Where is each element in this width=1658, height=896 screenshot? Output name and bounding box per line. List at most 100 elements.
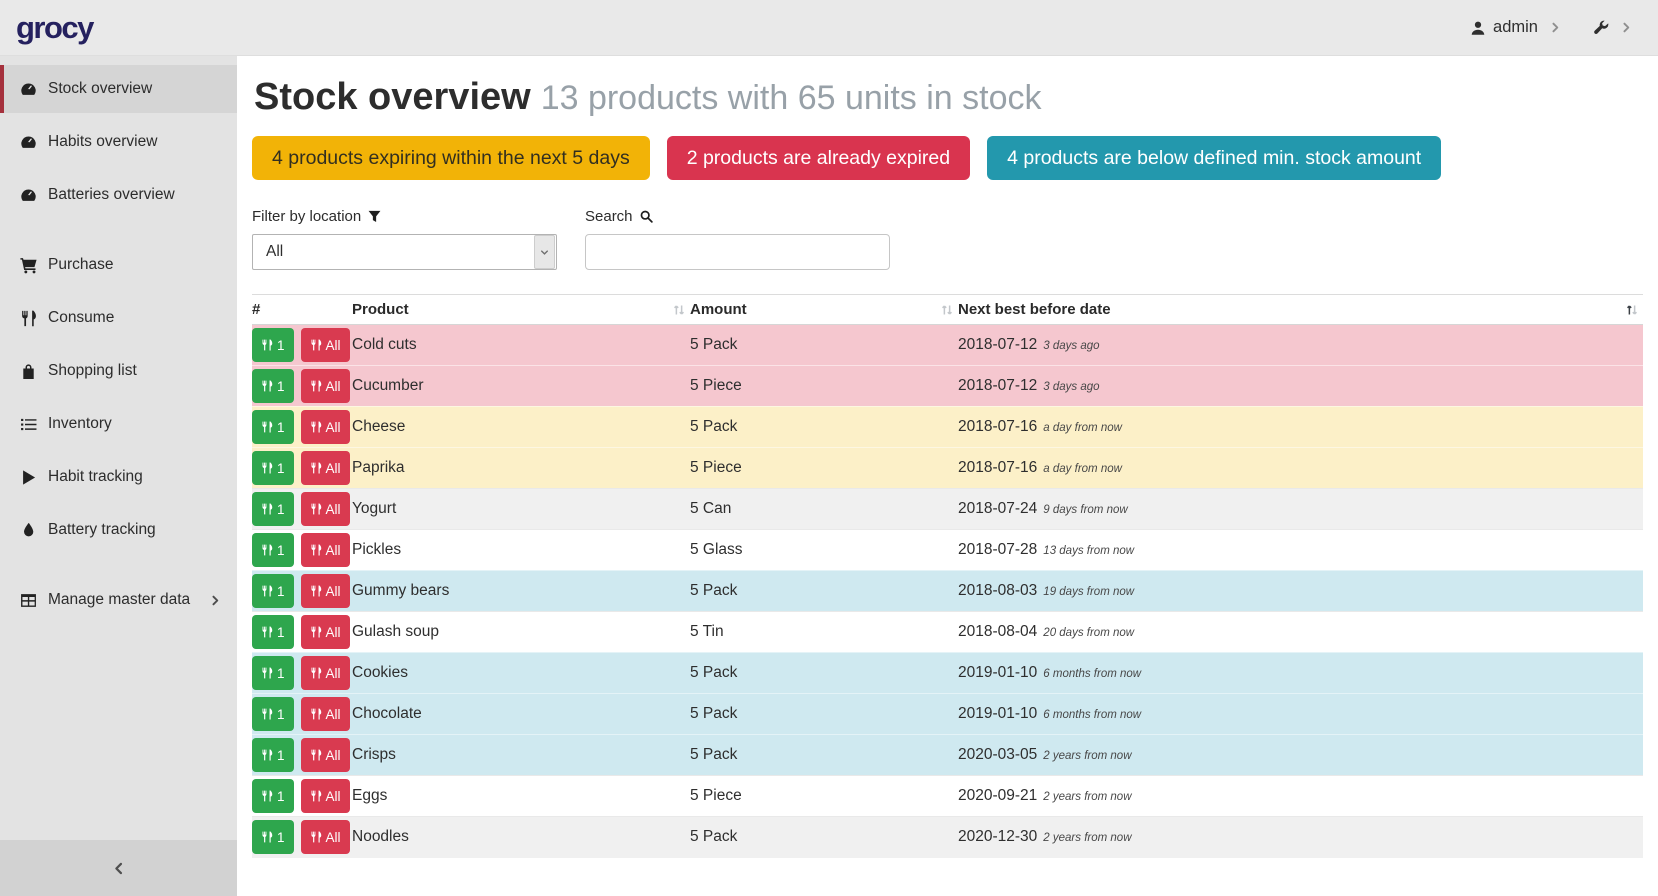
consume-one-button[interactable]: 1 (252, 820, 294, 855)
consume-all-button[interactable]: All (300, 328, 350, 362)
consume-one-button[interactable]: 1 (252, 451, 294, 485)
amount-cell: 5 Piece (690, 365, 958, 407)
table-row: 1 All Yogurt 5 Can 2018-07-24 9 days from… (252, 488, 1643, 530)
alert-expired[interactable]: 2 products are already expired (666, 136, 971, 180)
amount-cell: 5 Piece (690, 447, 958, 489)
sidebar-items: Stock overview Habits overview Batteries o… (0, 65, 237, 624)
consume-all-button[interactable]: All (300, 369, 350, 403)
tachometer-icon (20, 186, 38, 204)
amount-cell: 5 Tin (690, 611, 958, 653)
amount-cell: 5 Pack (690, 406, 958, 448)
column-header-best-before[interactable]: Next best before date (958, 294, 1643, 325)
relative-time: 13 days from now (1043, 545, 1135, 557)
chevron-right-icon (1621, 22, 1632, 33)
search-block: Search (585, 208, 890, 270)
relative-time: 19 days from now (1043, 586, 1135, 598)
consume-all-button[interactable]: All (300, 574, 350, 608)
page-subtitle: 13 products with 65 units in stock (540, 79, 1042, 117)
utensils-icon (261, 544, 273, 556)
sidebar-item-label: Consume (48, 309, 115, 326)
consume-one-button[interactable]: 1 (252, 615, 294, 649)
alert-below-min-stock[interactable]: 4 products are below defined min. stock … (987, 136, 1442, 180)
search-icon (640, 210, 653, 223)
row-actions: 1 All (252, 574, 350, 608)
sidebar-item-habit-tracking[interactable]: Habit tracking (0, 453, 237, 501)
consume-one-button[interactable]: 1 (252, 656, 294, 690)
consume-one-button[interactable]: 1 (252, 410, 294, 444)
sort-icon (940, 303, 954, 317)
user-name: admin (1493, 18, 1538, 36)
utensils-icon (261, 831, 273, 843)
consume-all-button[interactable]: All (300, 656, 350, 690)
user-menu[interactable]: admin (1470, 18, 1538, 37)
wrench-icon[interactable] (1593, 20, 1609, 36)
product-cell: Cookies (352, 652, 690, 694)
sidebar-item-consume[interactable]: Consume (0, 294, 237, 342)
user-icon (1470, 20, 1486, 36)
chevron-down-icon (540, 248, 549, 257)
table-row: 1 All Gulash soup 5 Tin 2018-08-04 20 day… (252, 611, 1643, 653)
utensils-icon (261, 503, 273, 515)
utensils-icon (310, 380, 322, 392)
consume-one-button[interactable]: 1 (252, 738, 294, 772)
consume-all-button[interactable]: All (300, 533, 350, 567)
sidebar-item-inventory[interactable]: Inventory (0, 400, 237, 448)
location-select[interactable]: All (252, 234, 557, 270)
chevron-right-icon (1550, 22, 1561, 33)
grocy-logo[interactable]: grocy (16, 9, 94, 45)
consume-all-button[interactable]: All (300, 451, 350, 485)
product-cell: Cucumber (352, 365, 690, 407)
column-header-number: # (252, 294, 352, 325)
amount-cell: 5 Glass (690, 529, 958, 571)
consume-one-button[interactable]: 1 (252, 574, 294, 608)
amount-cell: 5 Pack (690, 816, 958, 858)
consume-one-button[interactable]: 1 (252, 697, 294, 731)
sidebar-item-shopping-list[interactable]: Shopping list (0, 347, 237, 395)
consume-one-button[interactable]: 1 (252, 328, 294, 362)
table-row: 1 All Cucumber 5 Piece 2018-07-12 3 days … (252, 365, 1643, 407)
consume-all-button[interactable]: All (300, 820, 350, 855)
relative-time: 3 days ago (1043, 381, 1100, 393)
sidebar-item-batteries-overview[interactable]: Batteries overview (0, 171, 237, 219)
sidebar-item-manage-master-data[interactable]: Manage master data (0, 576, 237, 624)
utensils-icon (261, 380, 273, 392)
consume-one-button[interactable]: 1 (252, 533, 294, 567)
consume-all-button[interactable]: All (300, 615, 350, 649)
utensils-icon (310, 585, 322, 597)
best-before-cell: 2018-07-12 3 days ago (958, 365, 1643, 407)
consume-one-button[interactable]: 1 (252, 492, 294, 526)
relative-time: 6 months from now (1043, 668, 1142, 680)
consume-all-button[interactable]: All (300, 697, 350, 731)
select-arrow-button[interactable] (534, 235, 555, 269)
search-label: Search (585, 208, 890, 225)
consume-all-button[interactable]: All (300, 738, 350, 772)
consume-all-button[interactable]: All (300, 410, 350, 444)
sort-icon (1625, 303, 1639, 317)
utensils-icon (261, 667, 273, 679)
sidebar-item-stock-overview[interactable]: Stock overview (0, 65, 237, 113)
consume-one-button[interactable]: 1 (252, 779, 294, 813)
consume-all-button[interactable]: All (300, 779, 350, 813)
row-actions: 1 All (252, 738, 350, 772)
column-header-amount[interactable]: Amount (690, 294, 958, 325)
table-header-row: # Product Amount Next best before date (252, 294, 1643, 325)
product-cell: Cold cuts (352, 324, 690, 366)
utensils-icon (310, 544, 322, 556)
row-actions: 1 All (252, 451, 350, 485)
sidebar-item-habits-overview[interactable]: Habits overview (0, 118, 237, 166)
column-header-product[interactable]: Product (352, 294, 690, 325)
consume-all-button[interactable]: All (300, 492, 350, 526)
utensils-icon (261, 339, 273, 351)
sidebar-item-battery-tracking[interactable]: Battery tracking (0, 506, 237, 554)
amount-cell: 5 Pack (690, 693, 958, 735)
sidebar-item-purchase[interactable]: Purchase (0, 241, 237, 289)
table-row: 1 All Noodles 5 Pack 2020-12-30 2 years f… (252, 816, 1643, 858)
consume-one-button[interactable]: 1 (252, 369, 294, 403)
play-icon (20, 468, 38, 486)
alert-expiring[interactable]: 4 products expiring within the next 5 da… (252, 136, 650, 180)
navbar-right: admin (1470, 18, 1632, 37)
search-input[interactable] (585, 234, 890, 270)
sidebar-collapse-button[interactable] (0, 840, 237, 896)
best-before-cell: 2020-09-21 2 years from now (958, 775, 1643, 817)
table-row: 1 All Cookies 5 Pack 2019-01-10 6 months … (252, 652, 1643, 694)
